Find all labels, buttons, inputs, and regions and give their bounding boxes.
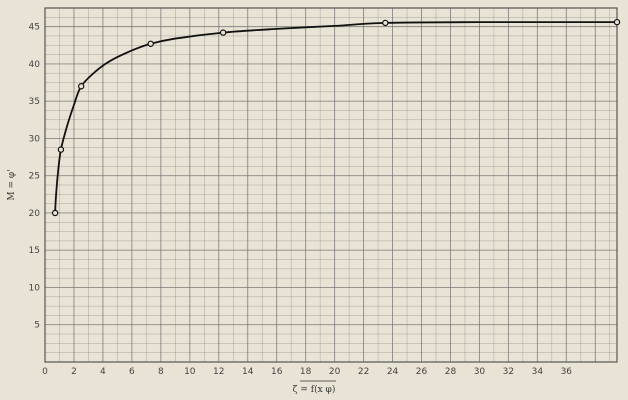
data-point [78,83,85,90]
x-tick-label: 36 [561,367,573,377]
data-series [51,18,621,217]
data-point [219,29,227,36]
x-tick-label: 32 [503,367,514,377]
grid-lines [44,7,617,363]
x-tick-label: 10 [184,367,196,377]
data-point [147,40,154,47]
y-axis-label: M = φ' [7,169,17,200]
x-tick-label: 30 [474,367,486,377]
x-tick-label: 22 [358,367,369,377]
y-tick-label: 35 [29,97,40,107]
tick-labels: 0 2 4 6 8 10 12 14 16 18 20 22 24 26 28 30 32 34 365101520… [29,23,573,377]
data-point [51,209,59,217]
x-tick-label: 24 [387,367,399,377]
x-tick-label: 2 [71,367,77,377]
y-tick-label: 40 [29,60,41,70]
x-tick-label: 12 [213,367,224,377]
axis-labels: ζ = f(x φ) M = φ' [7,169,336,395]
x-tick-label: 4 [100,367,106,377]
data-point [382,19,389,27]
x-tick-label: 14 [242,367,254,377]
x-tick-label: 6 [129,367,135,377]
plot-border [44,7,618,363]
y-tick-label: 45 [29,23,40,33]
y-tick-label: 25 [29,172,40,182]
y-tick-label: 30 [29,134,41,144]
data-point [613,18,621,26]
x-axis-label: ζ = f(x φ) [293,384,336,395]
x-tick-label: 20 [329,367,341,377]
x-tick-label: 16 [271,367,283,377]
y-tick-label: 20 [29,209,41,219]
x-tick-label: 18 [300,367,312,377]
x-tick-label: 0 [42,367,48,377]
y-tick-label: 15 [29,246,40,256]
x-tick-label: 26 [416,367,428,377]
data-point [57,146,65,153]
x-tick-label: 28 [445,367,457,377]
x-tick-label: 34 [532,367,544,377]
x-tick-label: 8 [158,367,164,377]
y-tick-label: 10 [29,283,41,293]
y-tick-label: 5 [34,321,40,331]
